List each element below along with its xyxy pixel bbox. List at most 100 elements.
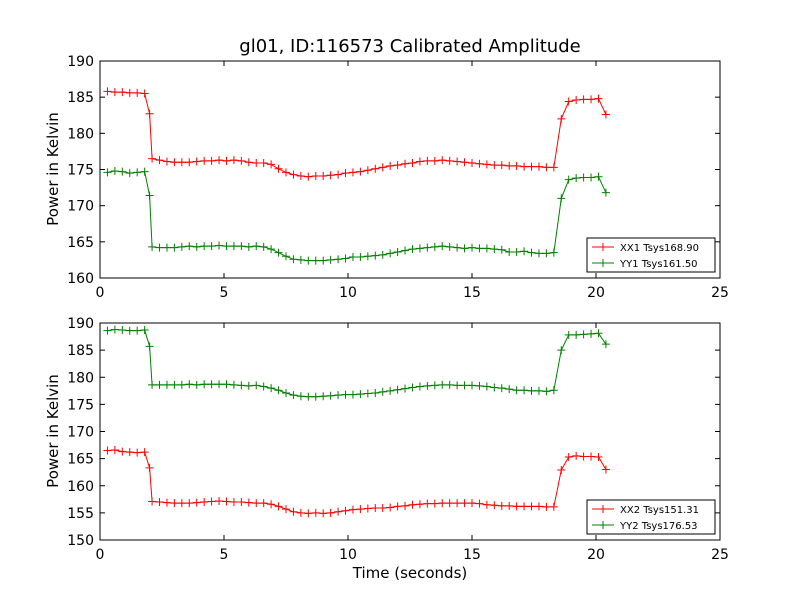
data-point — [155, 243, 164, 252]
data-point — [438, 242, 447, 251]
data-point — [415, 157, 424, 166]
data-point — [572, 174, 581, 183]
data-point — [274, 248, 283, 257]
data-point — [475, 244, 484, 253]
x-tick-label: 0 — [96, 285, 105, 301]
data-point — [430, 156, 439, 165]
data-point — [594, 329, 603, 338]
y-tick-label: 190 — [67, 54, 94, 70]
data-point — [386, 386, 395, 395]
data-point — [408, 383, 417, 392]
data-point — [259, 382, 268, 391]
data-point — [468, 381, 476, 390]
data-point — [430, 242, 439, 251]
x-tick-label: 10 — [339, 285, 357, 301]
data-point — [527, 386, 536, 395]
legend-label: XX1 Tsys168.90 — [620, 243, 699, 254]
data-point — [505, 247, 514, 256]
data-point — [497, 501, 506, 510]
x-tick-label: 5 — [220, 285, 229, 301]
data-point — [274, 164, 283, 173]
data-point — [244, 381, 253, 390]
data-point — [267, 500, 276, 509]
data-point — [267, 384, 276, 393]
data-point — [534, 249, 543, 258]
data-point — [215, 380, 224, 389]
data-point — [118, 88, 127, 97]
data-point — [229, 242, 238, 251]
data-point — [445, 156, 454, 165]
data-point — [408, 158, 417, 167]
data-point — [460, 244, 469, 253]
data-point — [222, 497, 231, 506]
data-point — [185, 499, 194, 508]
data-point — [140, 89, 149, 98]
data-point — [192, 498, 201, 507]
data-point — [371, 503, 380, 512]
data-point — [363, 504, 372, 513]
data-point — [252, 158, 261, 167]
data-point — [401, 384, 410, 393]
data-point — [348, 390, 357, 399]
data-point — [326, 255, 335, 264]
data-point — [401, 501, 410, 510]
data-point — [564, 452, 573, 461]
data-point — [371, 388, 380, 397]
data-point — [490, 245, 499, 254]
data-point — [460, 499, 469, 508]
data-point — [557, 114, 566, 123]
data-point — [296, 508, 305, 517]
data-point — [170, 243, 179, 252]
legend-marker — [599, 259, 607, 267]
data-point — [229, 498, 238, 507]
data-point — [564, 97, 573, 106]
data-point — [438, 499, 447, 508]
data-point — [222, 242, 231, 251]
data-point — [408, 500, 417, 509]
y-tick-label: 175 — [67, 397, 94, 413]
data-point — [334, 391, 343, 400]
y-tick-label: 165 — [67, 235, 94, 251]
series-1-2 — [103, 166, 610, 265]
y-tick-label: 180 — [67, 370, 94, 386]
data-point — [125, 88, 134, 97]
data-point — [393, 385, 402, 394]
data-point — [386, 249, 395, 258]
data-point — [505, 385, 514, 394]
data-point — [601, 110, 610, 119]
data-point — [103, 87, 112, 96]
data-point — [579, 173, 588, 182]
x-tick-label: 20 — [587, 547, 605, 563]
data-point — [118, 326, 127, 335]
x-axis-label: Time (seconds) — [352, 564, 468, 582]
data-point — [259, 158, 268, 167]
data-point — [274, 386, 283, 395]
data-point — [326, 508, 335, 517]
data-point — [415, 382, 424, 391]
data-point — [356, 505, 365, 514]
data-point — [289, 170, 298, 179]
data-point — [438, 380, 447, 389]
data-point — [148, 154, 157, 163]
data-point — [378, 250, 387, 259]
data-point — [482, 160, 491, 169]
data-point — [497, 161, 506, 170]
data-point — [475, 499, 484, 508]
data-point — [125, 326, 134, 335]
top-panel: 0 5 10 15 20 25 160 165 170 175 180 185 190 XX1 Tsys1… — [67, 54, 729, 301]
data-point — [145, 342, 154, 351]
data-point — [587, 173, 596, 182]
data-point — [170, 380, 179, 389]
y-tick-label: 180 — [67, 126, 94, 142]
data-point — [482, 500, 491, 509]
data-point — [378, 387, 387, 396]
data-point — [423, 156, 432, 165]
data-point — [601, 465, 610, 474]
data-point — [363, 166, 372, 175]
data-point — [341, 254, 350, 263]
data-point — [229, 380, 238, 389]
data-point — [572, 451, 581, 460]
data-point — [423, 499, 432, 508]
data-point — [587, 329, 596, 338]
legend-box — [586, 499, 716, 535]
